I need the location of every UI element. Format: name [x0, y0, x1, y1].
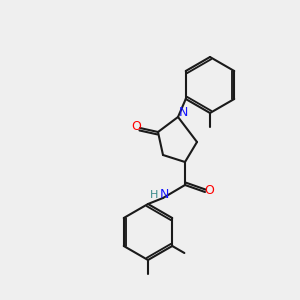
- Text: O: O: [131, 119, 141, 133]
- Text: H: H: [150, 190, 158, 200]
- Text: N: N: [178, 106, 188, 119]
- Text: N: N: [159, 188, 169, 202]
- Text: O: O: [204, 184, 214, 197]
